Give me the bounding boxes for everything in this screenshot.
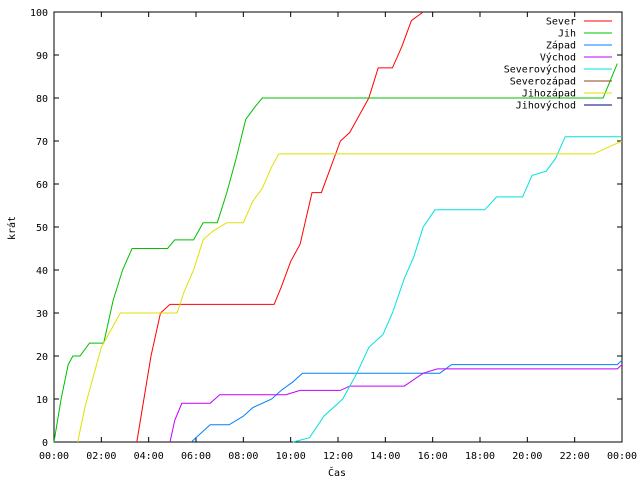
legend-label: Jihovýchod bbox=[516, 100, 576, 112]
x-tick-label: 00:00 bbox=[607, 451, 637, 462]
series-line-jihozápad bbox=[77, 140, 623, 443]
y-tick-label: 90 bbox=[36, 51, 48, 62]
series-line-východ bbox=[169, 364, 623, 443]
x-tick-label: 18:00 bbox=[465, 451, 495, 462]
legend: SeverJihZápadVýchodSeverovýchodSeverozáp… bbox=[504, 17, 612, 112]
legend-label: Sever bbox=[546, 17, 576, 28]
y-tick-label: 30 bbox=[36, 309, 48, 320]
y-tick-label: 60 bbox=[36, 180, 48, 191]
x-tick-label: 10:00 bbox=[276, 451, 306, 462]
legend-label: Jih bbox=[558, 29, 576, 40]
y-axis-label: krát bbox=[6, 216, 18, 240]
y-tick-label: 50 bbox=[36, 223, 48, 234]
y-tick-label: 80 bbox=[36, 94, 48, 105]
x-tick-label: 08:00 bbox=[228, 451, 258, 462]
x-tick-label: 04:00 bbox=[134, 451, 164, 462]
series-line-severovýchod bbox=[292, 136, 622, 443]
y-tick-label: 0 bbox=[42, 438, 48, 449]
x-tick-label: 02:00 bbox=[86, 451, 116, 462]
x-tick-label: 14:00 bbox=[370, 451, 400, 462]
x-tick-label: 06:00 bbox=[181, 451, 211, 462]
y-tick-label: 20 bbox=[36, 352, 48, 363]
x-tick-label: 12:00 bbox=[323, 451, 353, 462]
legend-label: Východ bbox=[540, 52, 576, 64]
series-line-sever bbox=[136, 11, 424, 443]
series-line-jih bbox=[53, 63, 618, 443]
series-layer bbox=[53, 11, 623, 443]
series-line-západ bbox=[190, 359, 623, 443]
plot-axes: 0 10 20 30 40 50 60 70 80 90 100 00:00 02:00 04:00 06:… bbox=[30, 8, 637, 462]
y-tick-label: 40 bbox=[36, 266, 48, 277]
legend-label: Západ bbox=[546, 40, 576, 52]
y-tick-label: 100 bbox=[30, 8, 48, 19]
y-tick-label: 10 bbox=[36, 395, 48, 406]
x-tick-label: 16:00 bbox=[418, 451, 448, 462]
legend-label: Severovýchod bbox=[504, 64, 576, 76]
x-axis-label: Čas bbox=[328, 466, 346, 479]
y-tick-label: 70 bbox=[36, 137, 48, 148]
x-tick-label: 22:00 bbox=[560, 451, 590, 462]
legend-label: Jihozápad bbox=[522, 88, 576, 100]
legend-label: Severozápad bbox=[510, 76, 576, 88]
x-tick-label: 20:00 bbox=[512, 451, 542, 462]
x-tick-label: 00:00 bbox=[39, 451, 69, 462]
